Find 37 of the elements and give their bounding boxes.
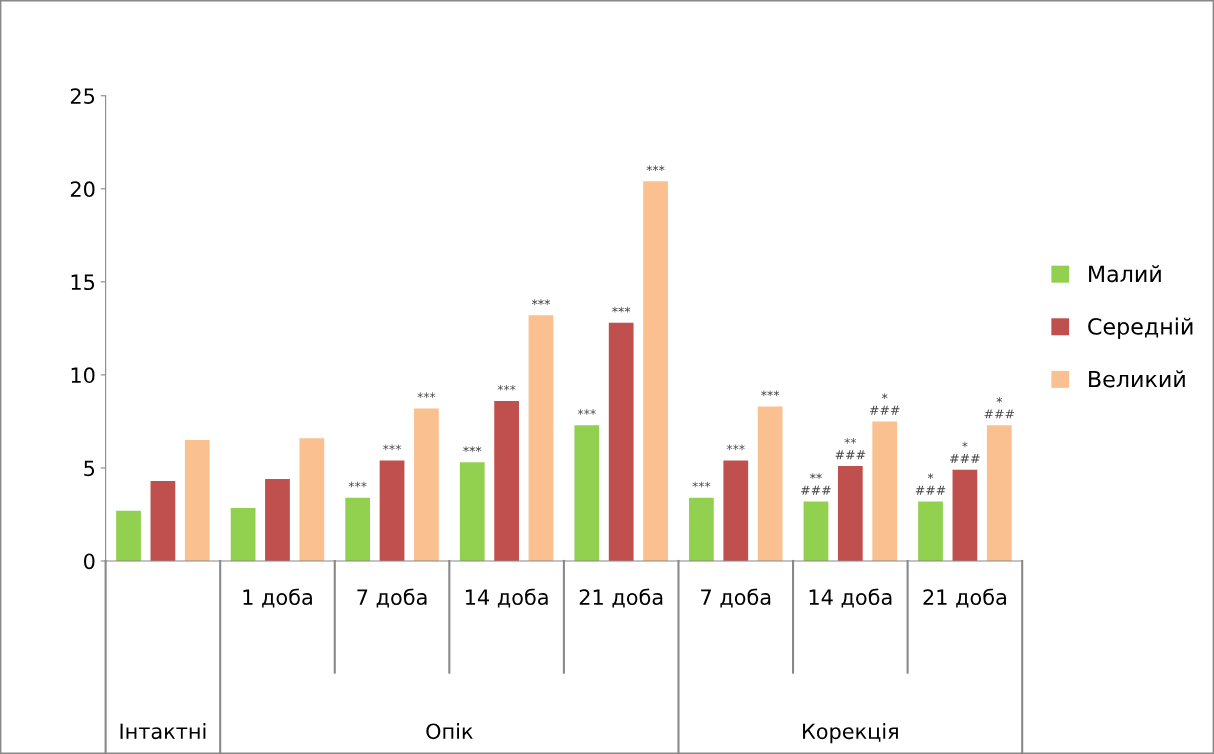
text: Корекція: [803, 723, 898, 744]
x-tick-label: 7 доба: [701, 588, 771, 608]
legend-label: Середній: [1088, 317, 1193, 340]
data-label: ***: [497, 384, 516, 391]
data-label: * ###: [869, 393, 900, 415]
x-tick-label: 1 доба: [243, 588, 312, 608]
y-tick-label: 15: [71, 274, 95, 291]
data-label: ***: [463, 446, 482, 453]
data-label: * ###: [915, 473, 946, 495]
y-tick-label: 5: [84, 460, 95, 477]
data-label: ***: [726, 444, 745, 451]
data-label: ***: [612, 306, 631, 313]
data-label: * ###: [950, 441, 980, 464]
x-tick-label: 7 доба: [357, 588, 427, 608]
x-tick-label: 14 доба: [809, 588, 892, 608]
y-tick-label: 25: [70, 88, 95, 104]
data-label: * ###: [984, 396, 1015, 419]
data-label: ***: [577, 409, 596, 415]
data-label: ***: [646, 165, 665, 172]
x-tick-label: 21 доба: [579, 588, 663, 608]
data-label: ** ###: [801, 473, 831, 495]
y-tick-label: 10: [71, 367, 95, 384]
text: Опік: [426, 723, 473, 740]
y-tick-label: 20: [70, 181, 95, 198]
text: Інтактні: [120, 723, 206, 740]
data-label: ***: [417, 392, 436, 399]
data-label: ***: [692, 481, 711, 488]
data-label: ***: [531, 299, 550, 305]
x-tick-label: 21 доба: [923, 588, 1006, 608]
data-label: ***: [383, 444, 402, 451]
data-label: ** ###: [835, 437, 866, 460]
legend-label: Малий: [1089, 265, 1161, 283]
x-tick-label: 14 доба: [465, 588, 548, 608]
y-tick-label: 0: [84, 553, 95, 570]
legend-label: Великий: [1089, 370, 1185, 388]
data-label: ***: [348, 481, 367, 488]
data-label: ***: [761, 390, 780, 397]
